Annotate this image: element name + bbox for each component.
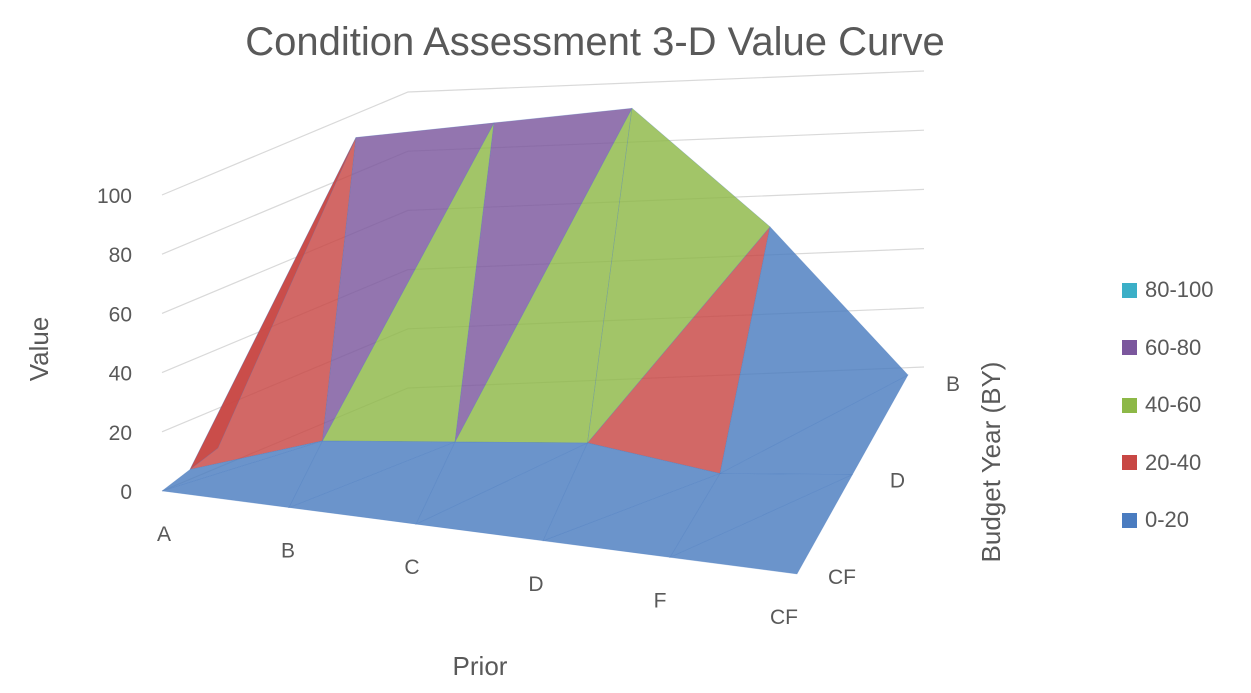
legend: 80-100 60-80 40-60 20-40 0-20: [1122, 277, 1247, 566]
x-tick-label: CF: [770, 606, 798, 629]
legend-item: 80-100: [1122, 277, 1247, 302]
x-tick-label: A: [157, 523, 171, 546]
z-tick-label: 60: [109, 303, 132, 326]
legend-item: 0-20: [1122, 507, 1247, 532]
chart-title: Condition Assessment 3-D Value Curve: [245, 20, 945, 64]
y-tick-label: CF: [828, 566, 856, 589]
surface-facet: [719, 226, 909, 475]
legend-item: 60-80: [1122, 334, 1247, 360]
legend-label: 80-100: [1145, 277, 1214, 302]
legend-swatch: [1122, 455, 1137, 470]
surface: [161, 107, 909, 575]
x-tick-label: F: [654, 589, 667, 612]
x-axis-title: Prior: [453, 651, 508, 681]
x-tick-label: C: [404, 556, 419, 579]
legend-label: 0-20: [1145, 507, 1190, 532]
legend-label: 60-80: [1145, 334, 1202, 360]
legend-label: 40-60: [1145, 392, 1202, 417]
z-tick-label: 80: [109, 244, 132, 267]
legend-label: 20-40: [1145, 449, 1202, 475]
y-tick-label: B: [946, 373, 960, 396]
z-tick-label: 100: [97, 185, 132, 208]
surface-facet: [669, 473, 853, 559]
tick-labels: 0 20 40 60 80 100 A B C D F CF CF D B: [97, 185, 960, 629]
legend-swatch: [1122, 397, 1137, 413]
y-axis-title: Budget Year (BY): [976, 362, 1006, 563]
surface-facet: [415, 441, 588, 525]
surface-facet: [322, 122, 495, 442]
z-axis-title: Value: [24, 317, 54, 382]
legend-item: 40-60: [1122, 392, 1247, 417]
legend-swatch: [1122, 512, 1137, 528]
legend-item: 20-40: [1122, 449, 1247, 475]
surface-facet: [161, 440, 323, 492]
z-tick-label: 20: [109, 422, 132, 445]
legend-swatch: [1122, 340, 1137, 355]
z-tick-label: 0: [120, 481, 132, 504]
gridline: [161, 70, 925, 196]
surface-facet: [587, 107, 771, 444]
legend-swatch: [1122, 282, 1137, 298]
z-tick-label: 40: [109, 363, 132, 386]
surface-facet: [454, 107, 633, 443]
x-tick-label: D: [528, 573, 543, 596]
surface-facet: [288, 440, 456, 509]
surface-facet: [189, 137, 357, 470]
x-tick-label: B: [281, 540, 295, 563]
surface-facet: [542, 442, 722, 542]
y-tick-label: D: [890, 470, 905, 493]
